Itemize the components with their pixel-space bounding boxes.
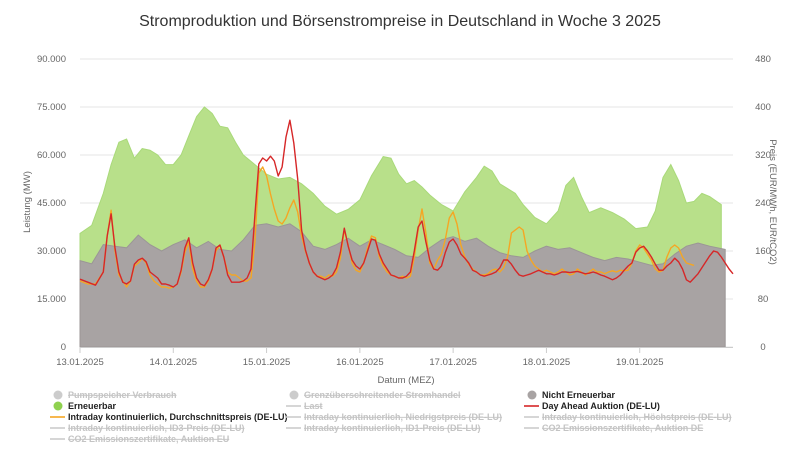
- y-tick-left: 0: [61, 342, 66, 353]
- legend-item[interactable]: CO2 Emissionszertifikate, Auktion EU: [50, 434, 229, 444]
- legend-item[interactable]: Intraday kontinuierlich, ID3-Preis (DE-L…: [50, 423, 245, 433]
- legend-item[interactable]: Last: [286, 401, 323, 411]
- legend-item[interactable]: Erneuerbar: [53, 401, 117, 411]
- y-axis-left-title: Leistung (MW): [22, 171, 33, 233]
- line-series-group: [79, 119, 734, 289]
- legend-label: Last: [304, 401, 323, 411]
- legend-label: Intraday kontinuierlich, Niedrigstpreis …: [304, 412, 502, 422]
- legend-label: CO2 Emissionszertifikate, Auktion DE: [542, 423, 703, 433]
- x-tick-label: 14.01.2025: [150, 357, 198, 368]
- legend-label: Nicht Erneuerbar: [542, 390, 616, 400]
- y-tick-right: 240: [755, 198, 771, 209]
- legend-label: CO2 Emissionszertifikate, Auktion EU: [68, 434, 229, 444]
- x-tick-label: 19.01.2025: [616, 357, 664, 368]
- y-tick-right: 80: [758, 294, 769, 305]
- x-tick-label: 13.01.2025: [56, 357, 104, 368]
- legend-label: Intraday kontinuierlich, ID3-Preis (DE-L…: [68, 423, 245, 433]
- legend-marker-circle: [53, 390, 63, 400]
- legend-label: Erneuerbar: [68, 401, 117, 411]
- legend-label: Grenzüberschreitender Stromhandel: [304, 390, 461, 400]
- y-tick-left: 15.000: [37, 294, 66, 305]
- legend-item[interactable]: CO2 Emissionszertifikate, Auktion DE: [524, 423, 703, 433]
- y-tick-right: 160: [755, 246, 771, 257]
- y-tick-left: 30.000: [37, 246, 66, 257]
- y-axis-right-title: Preis (EUR/MWh, EUR/tCO2): [767, 139, 778, 265]
- legend-item[interactable]: Intraday kontinuierlich, Höchstpreis (DE…: [524, 412, 732, 422]
- legend-item[interactable]: Grenzüberschreitender Stromhandel: [289, 390, 461, 400]
- chart-title: Stromproduktion und Börsenstrompreise in…: [139, 13, 661, 30]
- legend-item[interactable]: Pumpspeicher Verbrauch: [53, 390, 177, 400]
- y-tick-right: 400: [755, 102, 771, 113]
- legend-item[interactable]: Nicht Erneuerbar: [527, 390, 616, 400]
- line-day-ahead: [79, 119, 734, 288]
- area-series-group: [79, 106, 726, 348]
- legend-item[interactable]: Intraday kontinuierlich, ID1-Preis (DE-L…: [286, 423, 481, 433]
- legend-label: Pumpspeicher Verbrauch: [68, 390, 177, 400]
- x-tick-label: 18.01.2025: [523, 357, 571, 368]
- legend-item[interactable]: Intraday kontinuierlich, Niedrigstpreis …: [286, 412, 502, 422]
- legend-marker-circle: [289, 390, 299, 400]
- x-tick-label: 16.01.2025: [336, 357, 384, 368]
- legend-item[interactable]: Intraday kontinuierlich, Durchschnittspr…: [50, 412, 288, 422]
- x-tick-label: 15.01.2025: [243, 357, 291, 368]
- legend-label: Day Ahead Auktion (DE-LU): [542, 401, 660, 411]
- legend-label: Intraday kontinuierlich, Höchstpreis (DE…: [542, 412, 732, 422]
- y-tick-right: 0: [760, 342, 765, 353]
- legend-label: Intraday kontinuierlich, ID1-Preis (DE-L…: [304, 423, 481, 433]
- y-tick-left: 75.000: [37, 102, 66, 113]
- legend-marker-circle: [527, 390, 537, 400]
- legend-item[interactable]: Day Ahead Auktion (DE-LU): [524, 401, 660, 411]
- x-axis-title: Datum (MEZ): [378, 375, 435, 386]
- x-tick-label: 17.01.2025: [429, 357, 477, 368]
- legend: Pumpspeicher Verbrauch Grenzüberschreiten…: [50, 390, 732, 444]
- area-nicht-erneuerbar: [79, 223, 726, 348]
- legend-marker-circle: [53, 401, 63, 411]
- y-tick-left: 90.000: [37, 54, 66, 65]
- axes: 0 0 15.000 80 30.000 160 45.000 240 60.000 320 75.…: [37, 54, 771, 368]
- y-tick-right: 480: [755, 54, 771, 65]
- y-tick-left: 45.000: [37, 198, 66, 209]
- y-tick-left: 60.000: [37, 150, 66, 161]
- y-tick-right: 320: [755, 150, 771, 161]
- legend-label: Intraday kontinuierlich, Durchschnittspr…: [68, 412, 288, 422]
